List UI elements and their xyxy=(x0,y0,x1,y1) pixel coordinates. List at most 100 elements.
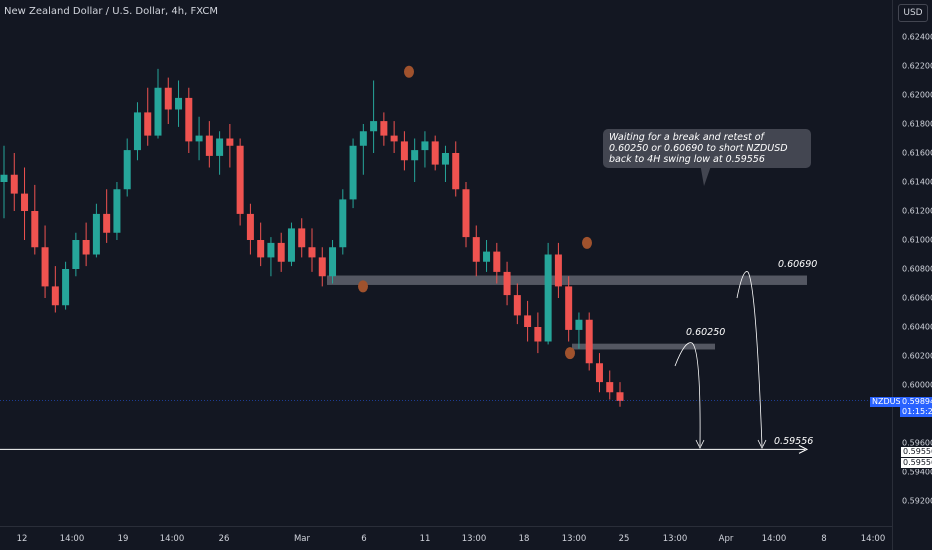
resistance-zone-060690 xyxy=(327,275,807,285)
candle-body xyxy=(370,121,378,132)
candle-body xyxy=(226,138,234,146)
candle-body xyxy=(41,247,49,287)
candle-body xyxy=(534,327,542,342)
swing-point-marker xyxy=(358,280,368,293)
time-tick-label: 14:00 xyxy=(761,534,787,544)
callout-pointer xyxy=(700,163,712,186)
price-tick-label: 0.62400 xyxy=(902,32,932,42)
candle-body xyxy=(31,211,39,248)
candle-body xyxy=(175,97,183,110)
time-tick-label: 14:00 xyxy=(59,534,85,544)
candle-body xyxy=(62,269,70,306)
candle-body xyxy=(103,213,111,233)
time-tick-label: 26 xyxy=(218,534,230,544)
time-tick-label: 14:00 xyxy=(159,534,185,544)
candle-body xyxy=(349,145,357,200)
swing-point-marker xyxy=(404,65,414,78)
candle-body xyxy=(359,131,367,146)
price-tick-label: 0.61000 xyxy=(902,235,932,245)
candle-body xyxy=(154,87,162,136)
chart-title: New Zealand Dollar / U.S. Dollar, 4h, FX… xyxy=(4,6,218,17)
price-tick-label: 0.60800 xyxy=(902,264,932,274)
candle-body xyxy=(133,112,141,151)
candle-body xyxy=(513,295,521,316)
candle-body xyxy=(524,315,532,327)
time-tick-label: 14:00 xyxy=(860,534,886,544)
time-tick-label: 18 xyxy=(518,534,530,544)
bar-countdown-tag: 01:15:25 xyxy=(900,407,932,417)
projection-arrowhead-2 xyxy=(757,439,767,449)
price-tick-label: 0.60200 xyxy=(902,351,932,361)
candle-body xyxy=(308,247,316,258)
candle-body xyxy=(400,141,408,161)
candlestick-series xyxy=(0,68,624,407)
last-price-tag: 0.59894 xyxy=(900,397,932,407)
projection-arrow-from-060250 xyxy=(674,342,701,447)
time-axis-divider xyxy=(0,526,892,527)
candle-body xyxy=(113,189,121,233)
candle-body xyxy=(216,138,224,156)
time-tick-label: 13:00 xyxy=(662,534,688,544)
time-tick-label: 12 xyxy=(16,534,28,544)
candle-body xyxy=(92,213,100,255)
candle-body xyxy=(298,228,306,248)
candle-body xyxy=(205,135,213,156)
candle-body xyxy=(554,254,562,287)
candle-body xyxy=(606,382,614,393)
level-label-target: 0.59556 xyxy=(774,436,814,447)
price-tick-label: 0.61800 xyxy=(902,119,932,129)
candle-body xyxy=(544,254,552,342)
time-tick-label: 8 xyxy=(821,534,827,544)
target-line-arrowhead xyxy=(798,444,809,454)
candle-body xyxy=(72,240,80,269)
price-tick-label: 0.60000 xyxy=(902,380,932,390)
candle-body xyxy=(472,237,480,262)
candle-body xyxy=(10,174,18,194)
candle-body xyxy=(462,189,470,238)
candle-body xyxy=(575,319,583,330)
price-tick-label: 0.61600 xyxy=(902,148,932,158)
candle-body xyxy=(390,135,398,142)
candle-body xyxy=(441,153,449,165)
candle-body xyxy=(0,174,8,182)
time-tick-label: 19 xyxy=(117,534,129,544)
candle-body xyxy=(185,97,193,142)
price-tick-label: 0.62000 xyxy=(902,90,932,100)
trade-idea-callout[interactable]: Waiting for a break and retest of 0.6025… xyxy=(603,129,811,168)
swing-point-marker xyxy=(565,347,575,360)
candle-body xyxy=(144,112,152,136)
price-tick-label: 0.59200 xyxy=(902,496,932,506)
candle-body xyxy=(431,141,439,165)
candle-body xyxy=(595,363,603,383)
swing-point-marker xyxy=(582,236,592,249)
time-tick-label: 13:00 xyxy=(461,534,487,544)
time-tick-label: 13:00 xyxy=(561,534,587,544)
candle-body xyxy=(21,193,29,211)
level-label-upper: 0.60690 xyxy=(778,259,818,270)
candle-body xyxy=(318,257,326,277)
price-axis-divider xyxy=(892,0,893,550)
price-tick-label: 0.59400 xyxy=(902,467,932,477)
candle-body xyxy=(329,247,337,277)
time-tick-label: Apr xyxy=(718,534,734,544)
candle-body xyxy=(339,199,347,248)
price-tick-label: 0.62200 xyxy=(902,61,932,71)
price-tick-label: 0.61200 xyxy=(902,206,932,216)
candle-body xyxy=(503,271,511,296)
candle-body xyxy=(82,240,90,255)
time-tick-label: 6 xyxy=(361,534,367,544)
candle-body xyxy=(195,135,203,142)
candle-body xyxy=(51,286,59,306)
candle-body xyxy=(493,251,501,272)
resistance-zone-060250 xyxy=(572,343,715,350)
candle-body xyxy=(421,141,429,151)
currency-button[interactable]: USD xyxy=(898,4,928,22)
price-tick-label: 0.59600 xyxy=(902,438,932,448)
candle-body xyxy=(123,150,131,190)
candle-body xyxy=(246,213,254,240)
candle-body xyxy=(267,242,275,258)
time-tick-label: Mar xyxy=(293,534,311,544)
candle-body xyxy=(565,286,573,330)
price-tick-label: 0.60400 xyxy=(902,322,932,332)
